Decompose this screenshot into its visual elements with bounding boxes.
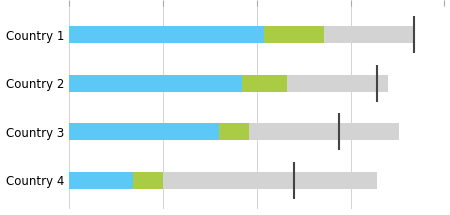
Bar — [69, 26, 414, 43]
Bar — [69, 75, 242, 92]
Bar — [69, 75, 388, 92]
Bar — [133, 172, 163, 189]
Bar — [69, 26, 264, 43]
Bar — [242, 75, 287, 92]
Bar — [69, 172, 377, 189]
Bar — [264, 26, 324, 43]
Bar — [69, 172, 133, 189]
Bar — [69, 123, 399, 140]
Bar — [69, 123, 219, 140]
Bar — [219, 123, 249, 140]
